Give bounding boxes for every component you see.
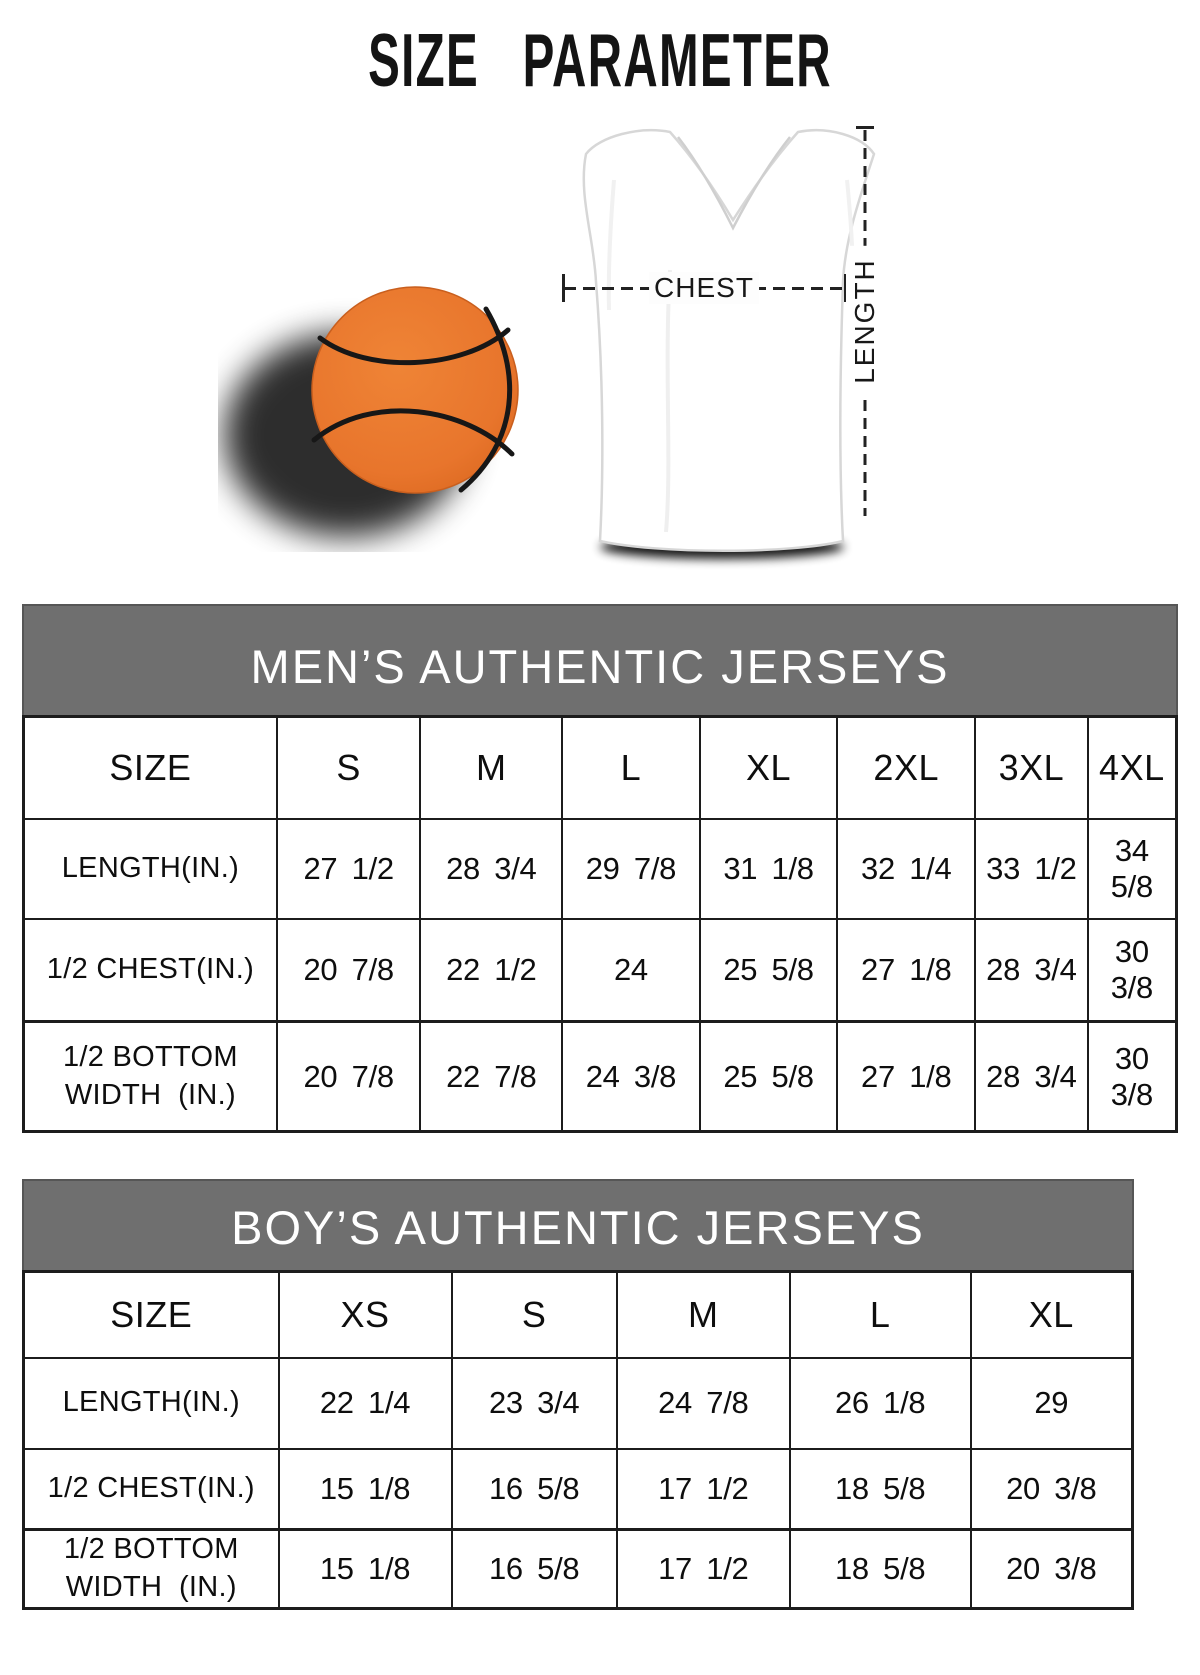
size-header-m: M: [615, 1270, 791, 1359]
row-label: LENGTH(IN.): [22, 817, 278, 920]
chest-label: CHEST: [649, 272, 759, 304]
size-value-cell: 24 7/8: [615, 1356, 791, 1450]
mens-size-table: SIZE S M L XL 2XL 3XL 4XL LENGTH(IN.) 27 1/2 28 3/…: [22, 715, 1178, 1133]
size-value-cell: 24: [561, 917, 701, 1023]
row-label: 1/2 BOTTOM WIDTH (IN.): [22, 1528, 280, 1610]
jersey-body: [582, 129, 876, 552]
row-label: 1/2 CHEST(IN.): [22, 1447, 280, 1531]
size-value-cell: 32 1/4: [836, 817, 977, 920]
size-value-cell: 18 5/8: [788, 1447, 972, 1531]
size-column-header: SIZE: [22, 715, 278, 820]
size-header-l: L: [561, 715, 701, 820]
chest-measure-line: CHEST: [562, 272, 846, 304]
basketball-icon: [224, 286, 519, 537]
chest-tick-right: [843, 274, 846, 302]
size-header-4xl: 4XL: [1086, 715, 1178, 820]
size-value-cell: 33 1/2: [974, 817, 1089, 920]
size-value-cell: 30 3/8: [1086, 917, 1178, 1023]
size-header-xl: XL: [969, 1270, 1134, 1359]
size-value-cell: 15 1/8: [277, 1528, 453, 1610]
size-header-2xl: 2XL: [836, 715, 977, 820]
size-header-m: M: [419, 715, 564, 820]
size-header-s: S: [275, 715, 422, 820]
size-header-xs: XS: [277, 1270, 453, 1359]
row-label: 1/2 CHEST(IN.): [22, 917, 278, 1023]
size-value-cell: 28 3/4: [419, 817, 564, 920]
size-value-cell: 26 1/8: [788, 1356, 972, 1450]
jersey-collar: [677, 136, 791, 231]
size-value-cell: 22 7/8: [419, 1020, 564, 1133]
boys-size-table: SIZE XS S M L XL LENGTH(IN.) 22 1/4 23 3/4 24 7/8…: [22, 1270, 1134, 1610]
size-value-cell: 25 5/8: [698, 917, 839, 1023]
page-title: SIZE PARAMETER: [368, 19, 832, 103]
size-value-cell: 28 3/4: [974, 1020, 1089, 1133]
boys-table-banner: BOY’S AUTHENTIC JERSEYS: [22, 1179, 1134, 1270]
size-value-cell: 20 3/8: [969, 1528, 1134, 1610]
size-value-cell: 34 5/8: [1086, 817, 1178, 920]
mens-table-banner: MEN’S AUTHENTIC JERSEYS: [22, 604, 1178, 715]
size-value-cell: 27 1/8: [836, 917, 977, 1023]
size-value-cell: 29 7/8: [561, 817, 701, 920]
chest-tick-left: [562, 274, 565, 302]
size-header-s: S: [450, 1270, 618, 1359]
size-value-cell: 16 5/8: [450, 1447, 618, 1531]
size-header-l: L: [788, 1270, 972, 1359]
size-value-cell: 31 1/8: [698, 817, 839, 920]
table-row: 1/2 CHEST(IN.) 20 7/8 22 1/2 24 25 5/8 27 1/8…: [22, 917, 1178, 1023]
size-value-cell: 20 7/8: [275, 917, 422, 1023]
size-value-cell: 18 5/8: [788, 1528, 972, 1610]
size-value-cell: 20 3/8: [969, 1447, 1134, 1531]
length-measure-line: LENGTH: [849, 126, 881, 516]
size-header-3xl: 3XL: [974, 715, 1089, 820]
size-value-cell: 28 3/4: [974, 917, 1089, 1023]
size-value-cell: 16 5/8: [450, 1528, 618, 1610]
size-value-cell: 27 1/2: [275, 817, 422, 920]
size-value-cell: 25 5/8: [698, 1020, 839, 1133]
table-row: 1/2 BOTTOM WIDTH (IN.) 15 1/8 16 5/8 17 1/2…: [22, 1528, 1134, 1610]
size-value-cell: 15 1/8: [277, 1447, 453, 1531]
size-value-cell: 22 1/4: [277, 1356, 453, 1450]
ball-seams: [311, 306, 515, 493]
table-row: 1/2 CHEST(IN.) 15 1/8 16 5/8 17 1/2 18 5/8 20…: [22, 1447, 1134, 1531]
size-value-cell: 30 3/8: [1086, 1020, 1178, 1133]
size-value-cell: 17 1/2: [615, 1528, 791, 1610]
size-value-cell: 27 1/8: [836, 1020, 977, 1133]
size-grid: SIZE XS S M L XL LENGTH(IN.) 22 1/4 23 3/4 24 7/8…: [22, 1270, 1134, 1610]
row-label: 1/2 BOTTOM WIDTH (IN.): [22, 1020, 278, 1133]
size-value-cell: 24 3/8: [561, 1020, 701, 1133]
table-row: LENGTH(IN.) 27 1/2 28 3/4 29 7/8 31 1/8 32 1/…: [22, 817, 1178, 920]
mens-size-table-block: MEN’S AUTHENTIC JERSEYS SIZE S M L XL 2XL 3XL 4…: [22, 604, 1178, 1133]
length-label: LENGTH: [849, 246, 881, 396]
size-column-header: SIZE: [22, 1270, 280, 1359]
size-value-cell: 29: [969, 1356, 1134, 1450]
size-value-cell: 22 1/2: [419, 917, 564, 1023]
size-header-xl: XL: [698, 715, 839, 820]
size-value-cell: 20 7/8: [275, 1020, 422, 1133]
table-row: LENGTH(IN.) 22 1/4 23 3/4 24 7/8 26 1/8 29: [22, 1356, 1134, 1450]
size-value-cell: 23 3/4: [450, 1356, 618, 1450]
table-row: 1/2 BOTTOM WIDTH (IN.) 20 7/8 22 7/8 24 3/8…: [22, 1020, 1178, 1133]
jersey-icon: [582, 129, 876, 559]
row-label: LENGTH(IN.): [22, 1356, 280, 1450]
size-grid: SIZE S M L XL 2XL 3XL 4XL LENGTH(IN.) 27 1/2 28 3/…: [22, 715, 1178, 1133]
boys-size-table-block: BOY’S AUTHENTIC JERSEYS SIZE XS S M L XL LENGT…: [22, 1179, 1134, 1610]
size-value-cell: 17 1/2: [615, 1447, 791, 1531]
length-tick-top: [856, 126, 874, 129]
